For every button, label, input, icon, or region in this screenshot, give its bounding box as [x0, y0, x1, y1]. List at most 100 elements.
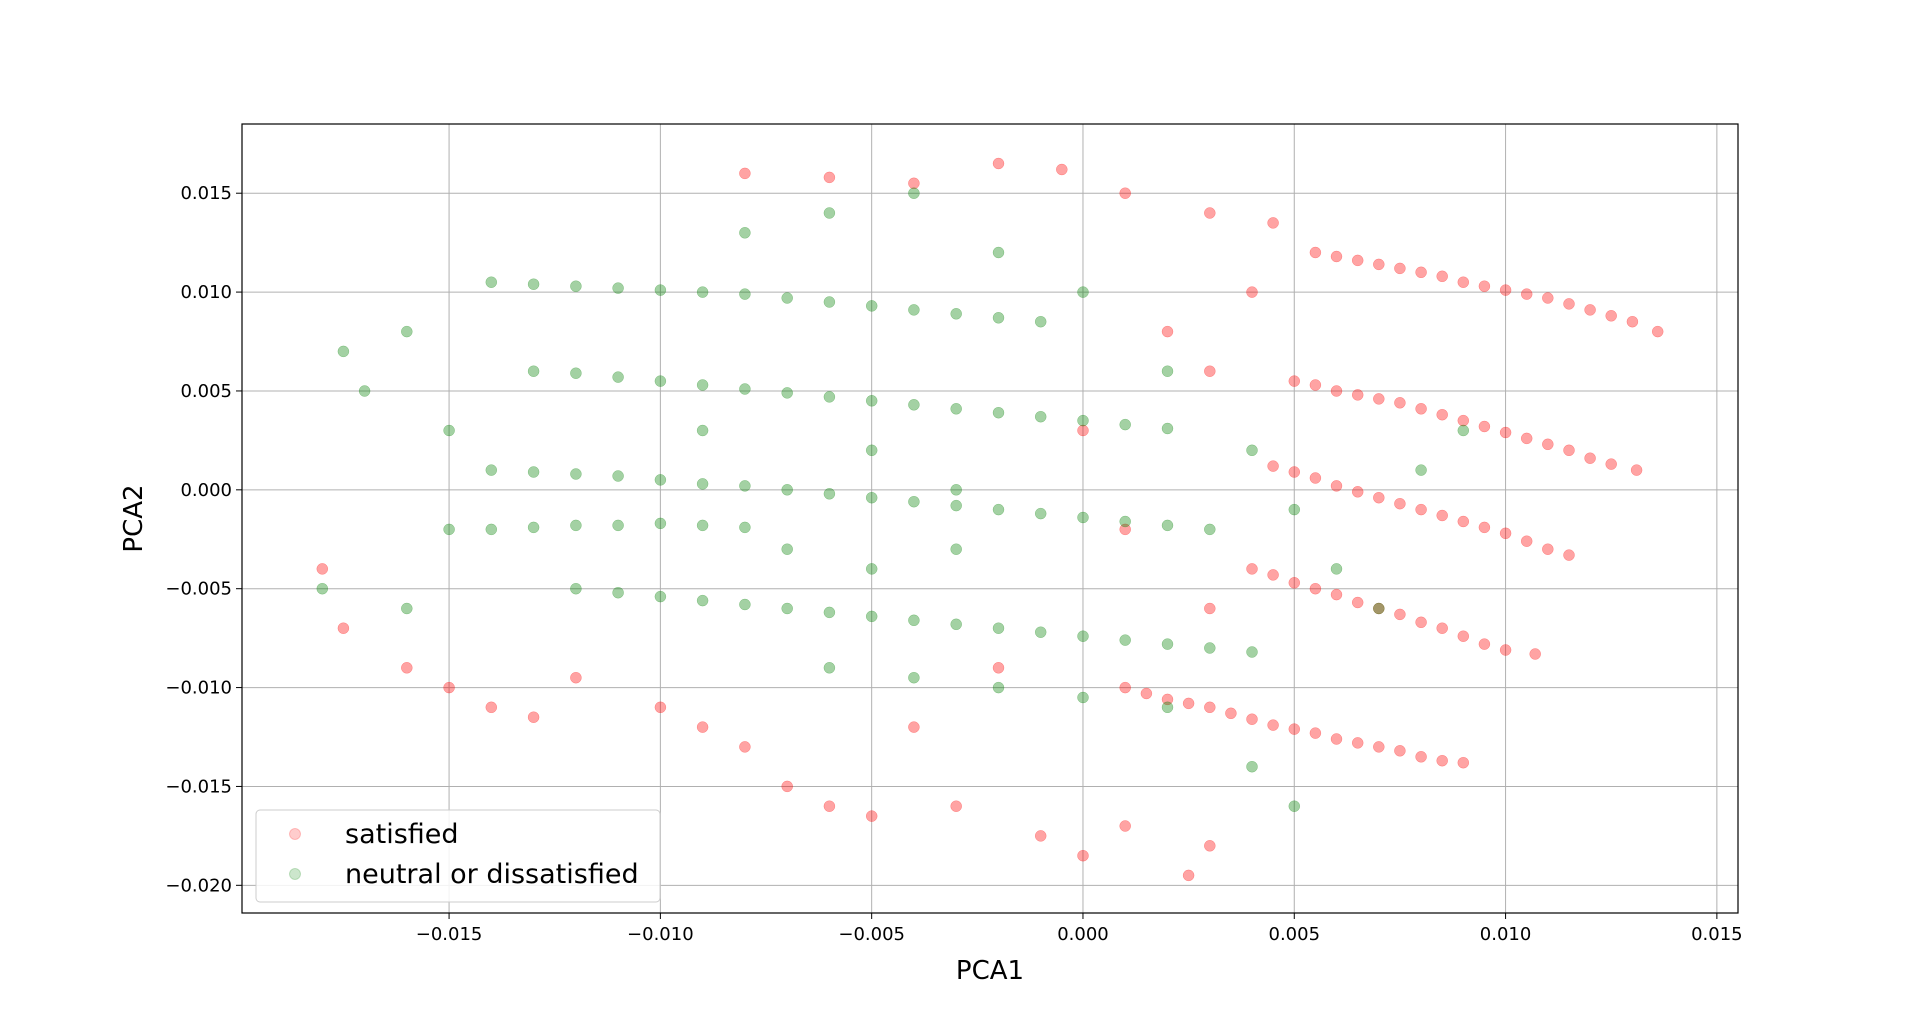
scatter-point	[823, 800, 836, 812]
scatter-point	[908, 304, 920, 316]
scatter-point	[696, 478, 709, 490]
scatter-point	[612, 519, 624, 532]
scatter-point	[1309, 246, 1322, 259]
scatter-point	[1415, 266, 1427, 279]
scatter-point	[992, 246, 1005, 259]
scatter-point	[908, 187, 920, 199]
scatter-point	[781, 292, 793, 304]
scatter-point	[316, 582, 329, 595]
scatter-point	[1330, 250, 1343, 263]
scatter-point	[865, 810, 878, 822]
scatter-point	[950, 308, 962, 320]
scatter-point	[570, 582, 582, 595]
scatter-point	[485, 523, 498, 536]
scatter-point	[1351, 486, 1364, 498]
scatter-point	[485, 276, 498, 288]
scatter-point	[1520, 432, 1533, 445]
scatter-point	[1457, 276, 1470, 288]
scatter-point	[781, 602, 793, 615]
x-tick-label: −0.010	[627, 924, 694, 945]
y-axis-title: PCA2	[119, 484, 149, 552]
scatter-point	[992, 503, 1005, 516]
scatter-point	[1119, 681, 1131, 694]
scatter-point	[612, 371, 624, 383]
scatter-point	[1415, 616, 1427, 629]
scatter-point	[527, 711, 540, 723]
scatter-point	[950, 800, 962, 812]
scatter-point	[612, 282, 624, 294]
scatter-point	[1394, 745, 1406, 757]
scatter-point	[1457, 515, 1470, 528]
scatter-point	[696, 721, 709, 733]
scatter-point	[823, 171, 836, 184]
scatter-point	[1630, 464, 1643, 476]
scatter-point	[992, 312, 1005, 324]
scatter-point	[1034, 626, 1047, 638]
scatter-point	[1161, 638, 1174, 650]
scatter-point	[1204, 840, 1216, 852]
scatter-point	[1436, 754, 1448, 767]
scatter-point	[1077, 414, 1089, 427]
scatter-point	[1457, 424, 1470, 437]
scatter-point	[1077, 286, 1089, 298]
scatter-point	[1542, 292, 1554, 304]
scatter-point	[570, 468, 582, 480]
scatter-point	[739, 167, 751, 180]
scatter-point	[992, 662, 1005, 674]
scatter-point	[1119, 820, 1131, 832]
scatter-point	[739, 521, 751, 534]
scatter-point	[1288, 466, 1301, 478]
scatter-point	[1309, 582, 1322, 595]
satisfied-series	[316, 157, 1664, 882]
scatter-point	[1330, 385, 1343, 397]
scatter-point	[527, 521, 540, 534]
scatter-point	[401, 602, 413, 615]
scatter-point	[654, 701, 667, 714]
scatter-point	[696, 379, 709, 391]
scatter-point	[1034, 410, 1047, 423]
scatter-point	[823, 207, 836, 219]
scatter-point	[1584, 304, 1596, 316]
scatter-point	[1542, 438, 1554, 451]
scatter-point	[337, 622, 350, 634]
scatter-point	[1077, 691, 1089, 704]
scatter-point	[1288, 503, 1301, 516]
scatter-point	[908, 495, 920, 508]
scatter-point	[612, 470, 624, 482]
scatter-point	[570, 671, 582, 684]
scatter-point	[1288, 577, 1301, 589]
scatter-point	[1056, 163, 1068, 176]
scatter-point	[865, 491, 878, 504]
x-tick-label: 0.015	[1691, 924, 1743, 945]
scatter-point	[1457, 630, 1470, 642]
scatter-point	[739, 227, 751, 239]
scatter-point	[1351, 596, 1364, 609]
scatter-point	[1415, 751, 1427, 763]
scatter-point	[992, 622, 1005, 634]
scatter-point	[1330, 588, 1343, 601]
scatter-point	[654, 474, 667, 486]
scatter-point	[1140, 687, 1153, 700]
scatter-point	[823, 606, 836, 619]
scatter-point	[1077, 849, 1089, 862]
scatter-point	[739, 480, 751, 492]
scatter-point	[865, 395, 878, 407]
scatter-point	[1288, 375, 1301, 387]
scatter-point	[1415, 464, 1427, 476]
scatter-point	[781, 543, 793, 555]
scatter-point	[1288, 723, 1301, 735]
scatter-point	[1436, 509, 1448, 522]
scatter-point	[654, 375, 667, 387]
scatter-point	[739, 741, 751, 753]
scatter-point	[865, 300, 878, 312]
scatter-point	[781, 387, 793, 399]
scatter-point	[1499, 426, 1512, 439]
scatter-point	[1288, 800, 1301, 812]
scatter-point	[1309, 727, 1322, 739]
legend-label-neutral-or-dissatisfied: neutral or dissatisfied	[345, 859, 639, 890]
y-tick-label: −0.010	[165, 678, 232, 699]
scatter-point	[739, 383, 751, 395]
scatter-point	[992, 681, 1005, 694]
scatter-point	[1563, 444, 1575, 457]
scatter-point	[1394, 608, 1406, 621]
